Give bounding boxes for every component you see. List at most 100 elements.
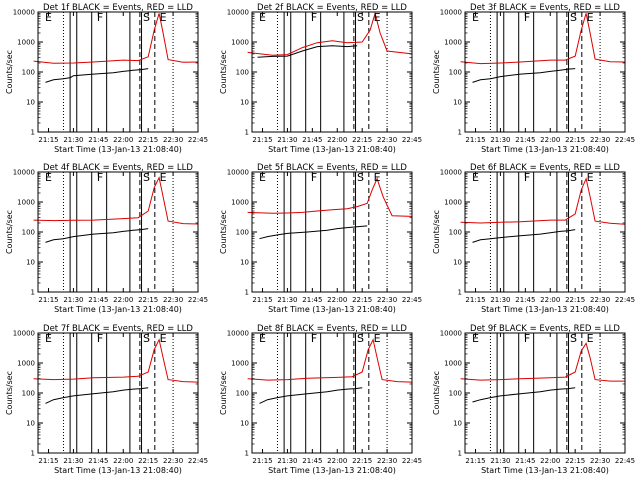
events-series-line [472, 387, 576, 403]
x-tick-label: 22:45 [188, 457, 208, 465]
lld-series-line [247, 11, 413, 56]
y-tick-label: 1000 [231, 199, 249, 207]
events-series-line [45, 228, 149, 243]
x-tick-label: 22:00 [113, 457, 133, 465]
x-tick-label: 21:15 [38, 296, 58, 304]
events-series-line [45, 387, 149, 404]
y-tick-label: 100 [236, 69, 249, 77]
y-tick-label: 1 [245, 450, 249, 458]
x-tick-label: 22:15 [352, 457, 372, 465]
x-tick-label: 21:15 [252, 136, 272, 144]
x-tick-label: 22:00 [540, 296, 560, 304]
y-tick-label: 10000 [13, 330, 35, 338]
y-tick-label: 1 [458, 129, 462, 137]
x-tick-label: 21:45 [302, 296, 322, 304]
x-tick-label: 22:15 [352, 136, 372, 144]
x-tick-label: 21:30 [490, 136, 510, 144]
panel-title: Det 2f BLACK = Events, RED = LLD [257, 3, 407, 13]
x-tick-label: 22:45 [402, 457, 422, 465]
x-tick-label: 21:45 [88, 136, 108, 144]
y-tick-label: 1000 [17, 199, 35, 207]
x-tick-label: 21:45 [515, 136, 535, 144]
panel-title: Det 5f BLACK = Events, RED = LLD [257, 163, 407, 173]
events-series-line [259, 387, 363, 404]
panel-title: Det 4f BLACK = Events, RED = LLD [43, 163, 193, 173]
marker-letter-2: F [524, 332, 530, 345]
y-tick-label: 10 [453, 99, 462, 107]
y-tick-label: 1000 [17, 360, 35, 368]
y-tick-label: 100 [449, 229, 462, 237]
x-axis-label: Start Time (13-Jan-13 21:08:40) [268, 145, 396, 154]
y-tick-label: 1000 [231, 39, 249, 47]
x-tick-label: 22:45 [402, 136, 422, 144]
x-tick-label: 22:30 [377, 457, 397, 465]
marker-letter-4: E [587, 332, 594, 345]
x-tick-label: 21:30 [277, 136, 297, 144]
y-tick-label: 100 [449, 69, 462, 77]
y-tick-label: 100 [22, 229, 35, 237]
events-series-line [259, 225, 368, 240]
x-tick-label: 21:45 [88, 457, 108, 465]
x-tick-label: 21:30 [277, 296, 297, 304]
y-axis-label: Counts/sec [432, 210, 441, 254]
x-tick-label: 22:45 [188, 296, 208, 304]
x-axis-label: Start Time (13-Jan-13 21:08:40) [268, 466, 396, 475]
events-series-line [257, 45, 358, 58]
events-series-line [45, 68, 149, 83]
x-tick-label: 22:00 [113, 136, 133, 144]
marker-letter-2: F [311, 11, 317, 24]
y-tick-label: 1 [31, 289, 35, 297]
marker-letter-3: S [357, 11, 364, 24]
marker-letter-3: S [357, 332, 364, 345]
panel-title: Det 8f BLACK = Events, RED = LLD [257, 324, 407, 334]
lld-series-line [460, 13, 626, 65]
y-axis-label: Counts/sec [5, 210, 14, 254]
y-tick-label: 100 [22, 69, 35, 77]
y-tick-label: 100 [236, 229, 249, 237]
marker-letter-1: E [259, 11, 266, 24]
x-tick-label: 22:30 [163, 296, 183, 304]
x-axis-label: Start Time (13-Jan-13 21:08:40) [54, 305, 182, 314]
x-tick-label: 22:15 [138, 457, 158, 465]
x-tick-label: 22:15 [352, 296, 372, 304]
x-tick-label: 22:30 [163, 457, 183, 465]
y-tick-label: 10000 [227, 169, 249, 177]
marker-letter-1: E [472, 11, 479, 24]
x-axis-label: Start Time (13-Jan-13 21:08:40) [54, 145, 182, 154]
y-tick-label: 1 [245, 129, 249, 137]
y-axis-label: Counts/sec [5, 50, 14, 94]
marker-letter-1: E [472, 332, 479, 345]
x-axis-label: Start Time (13-Jan-13 21:08:40) [268, 305, 396, 314]
events-series-line [472, 68, 576, 83]
y-axis-label: Counts/sec [219, 210, 228, 254]
x-tick-label: 22:15 [565, 136, 585, 144]
x-tick-label: 21:15 [38, 136, 58, 144]
marker-letter-1: E [259, 332, 266, 345]
x-tick-label: 22:30 [590, 136, 610, 144]
x-axis-label: Start Time (13-Jan-13 21:08:40) [481, 305, 609, 314]
y-tick-label: 10 [26, 99, 35, 107]
events-series-line [472, 229, 576, 243]
y-axis-label: Counts/sec [432, 371, 441, 415]
x-tick-label: 21:30 [490, 457, 510, 465]
x-tick-label: 22:00 [327, 296, 347, 304]
y-tick-label: 10 [453, 420, 462, 428]
x-tick-label: 22:30 [590, 457, 610, 465]
marker-letter-3: S [570, 171, 577, 184]
y-tick-label: 1 [31, 450, 35, 458]
x-tick-label: 22:30 [377, 296, 397, 304]
x-axis-label: Start Time (13-Jan-13 21:08:40) [54, 466, 182, 475]
y-tick-label: 1000 [444, 199, 462, 207]
x-tick-label: 22:00 [327, 457, 347, 465]
x-tick-label: 21:30 [277, 457, 297, 465]
marker-letter-2: F [97, 171, 103, 184]
marker-letter-4: E [160, 332, 167, 345]
